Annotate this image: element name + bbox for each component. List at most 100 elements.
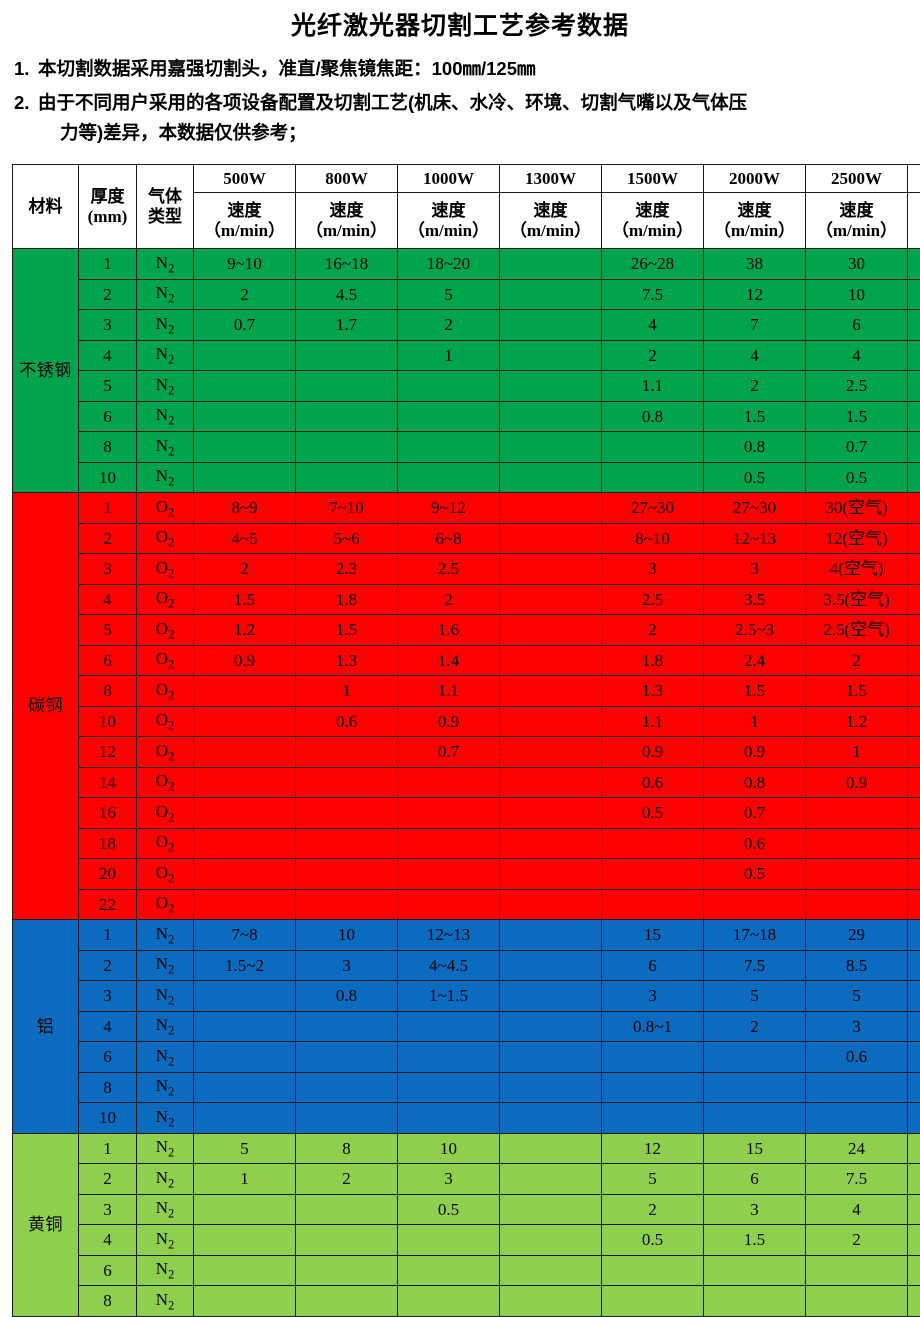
speed-cell bbox=[704, 1286, 806, 1317]
thickness-cell: 3 bbox=[79, 1194, 137, 1225]
gas-type-cell: N2 bbox=[137, 279, 194, 310]
speed-cell: 1.5 bbox=[704, 1225, 806, 1256]
speed-cell bbox=[194, 432, 296, 463]
thickness-cell: 12 bbox=[79, 737, 137, 768]
speed-cell: 0.7 bbox=[194, 310, 296, 341]
speed-cell: 6 bbox=[908, 1011, 920, 1042]
note-number: 1. bbox=[14, 54, 38, 84]
material-name-cell: 碳钢 bbox=[13, 493, 79, 920]
speed-cell: 6 bbox=[704, 1164, 806, 1195]
speed-cell: 12(空气) bbox=[806, 523, 908, 554]
speed-cell bbox=[398, 1011, 500, 1042]
speed-cell bbox=[398, 798, 500, 829]
gas-type-cell: N2 bbox=[137, 249, 194, 280]
speed-cell: 0.6 bbox=[296, 706, 398, 737]
speed-cell bbox=[194, 981, 296, 1012]
gas-type-cell: N2 bbox=[137, 1133, 194, 1164]
speed-cell bbox=[296, 1042, 398, 1073]
speed-cell bbox=[500, 493, 602, 524]
speed-cell: 12~13 bbox=[398, 920, 500, 951]
thickness-cell: 8 bbox=[79, 676, 137, 707]
gas-type-cell: O2 bbox=[137, 554, 194, 585]
header-material: 材料 bbox=[13, 165, 79, 249]
speed-cell: 0.6 bbox=[602, 767, 704, 798]
speed-cell: 3.5(空气) bbox=[806, 584, 908, 615]
speed-cell bbox=[500, 401, 602, 432]
speed-cell: 0.5 bbox=[398, 1194, 500, 1225]
speed-cell bbox=[500, 371, 602, 402]
speed-cell bbox=[194, 767, 296, 798]
speed-cell bbox=[500, 767, 602, 798]
thickness-cell: 2 bbox=[79, 950, 137, 981]
speed-cell bbox=[296, 1072, 398, 1103]
header-gas-type: 气体类型 bbox=[137, 165, 194, 249]
speed-cell bbox=[398, 1255, 500, 1286]
header-power-800W: 800W bbox=[296, 165, 398, 193]
speed-cell bbox=[500, 279, 602, 310]
speed-cell: 3 bbox=[806, 1011, 908, 1042]
speed-cell bbox=[806, 1255, 908, 1286]
speed-cell: 1 bbox=[398, 340, 500, 371]
header-power-1500W: 1500W bbox=[602, 165, 704, 193]
gas-type-cell: N2 bbox=[137, 340, 194, 371]
speed-cell: 0.6 bbox=[908, 859, 920, 890]
speed-cell: 0.7 bbox=[806, 432, 908, 463]
speed-cell: 1 bbox=[806, 737, 908, 768]
speed-cell: 1 bbox=[296, 676, 398, 707]
speed-cell bbox=[398, 1225, 500, 1256]
thickness-cell: 2 bbox=[79, 279, 137, 310]
gas-type-cell: O2 bbox=[137, 615, 194, 646]
speed-cell bbox=[602, 1042, 704, 1073]
speed-cell bbox=[500, 1133, 602, 1164]
speed-cell: 1.8 bbox=[908, 706, 920, 737]
speed-cell: 6.5~7.5 bbox=[908, 340, 920, 371]
gas-type-cell: N2 bbox=[137, 1194, 194, 1225]
speed-cell bbox=[602, 859, 704, 890]
speed-cell bbox=[500, 950, 602, 981]
speed-cell: 38 bbox=[704, 249, 806, 280]
speed-cell: 16~18 bbox=[296, 249, 398, 280]
speed-cell bbox=[296, 1255, 398, 1286]
speed-cell bbox=[296, 859, 398, 890]
speed-cell bbox=[194, 1194, 296, 1225]
thickness-cell: 5 bbox=[79, 615, 137, 646]
speed-cell: 1.5 bbox=[908, 737, 920, 768]
speed-cell: 30(空气) bbox=[806, 493, 908, 524]
speed-cell bbox=[806, 889, 908, 920]
speed-cell: 0.5 bbox=[908, 889, 920, 920]
speed-cell bbox=[500, 676, 602, 707]
thickness-cell: 2 bbox=[79, 1164, 137, 1195]
table-row: 黄铜1N2581012152430~33 bbox=[13, 1133, 920, 1164]
note-item: 2.由于不同用户采用的各项设备配置及切割工艺(机床、水冷、环境、切割气嘴以及气体… bbox=[14, 88, 906, 148]
speed-cell bbox=[500, 920, 602, 951]
thickness-cell: 4 bbox=[79, 1225, 137, 1256]
speed-cell: 2.5 bbox=[908, 645, 920, 676]
speed-cell: 0.5 bbox=[704, 462, 806, 493]
thickness-cell: 14 bbox=[79, 767, 137, 798]
speed-cell bbox=[602, 1255, 704, 1286]
gas-type-cell: N2 bbox=[137, 371, 194, 402]
gas-type-cell: N2 bbox=[137, 1164, 194, 1195]
gas-type-cell: N2 bbox=[137, 310, 194, 341]
speed-cell: 1 bbox=[908, 462, 920, 493]
note-text: 由于不同用户采用的各项设备配置及切割工艺(机床、水冷、环境、切割气嘴以及气体压力… bbox=[38, 88, 906, 148]
speed-cell: 2 bbox=[704, 1011, 806, 1042]
speed-cell: 0.9 bbox=[704, 737, 806, 768]
speed-cell bbox=[194, 676, 296, 707]
speed-cell bbox=[500, 1072, 602, 1103]
thickness-cell: 2 bbox=[79, 523, 137, 554]
speed-cell bbox=[500, 1011, 602, 1042]
speed-cell: 4 bbox=[704, 340, 806, 371]
speed-cell: 1.7 bbox=[296, 310, 398, 341]
speed-cell: 1.5 bbox=[908, 1255, 920, 1286]
page-title: 光纤激光器切割工艺参考数据 bbox=[0, 0, 920, 44]
speed-cell bbox=[296, 889, 398, 920]
speed-cell: 24 bbox=[806, 1133, 908, 1164]
speed-cell bbox=[806, 828, 908, 859]
